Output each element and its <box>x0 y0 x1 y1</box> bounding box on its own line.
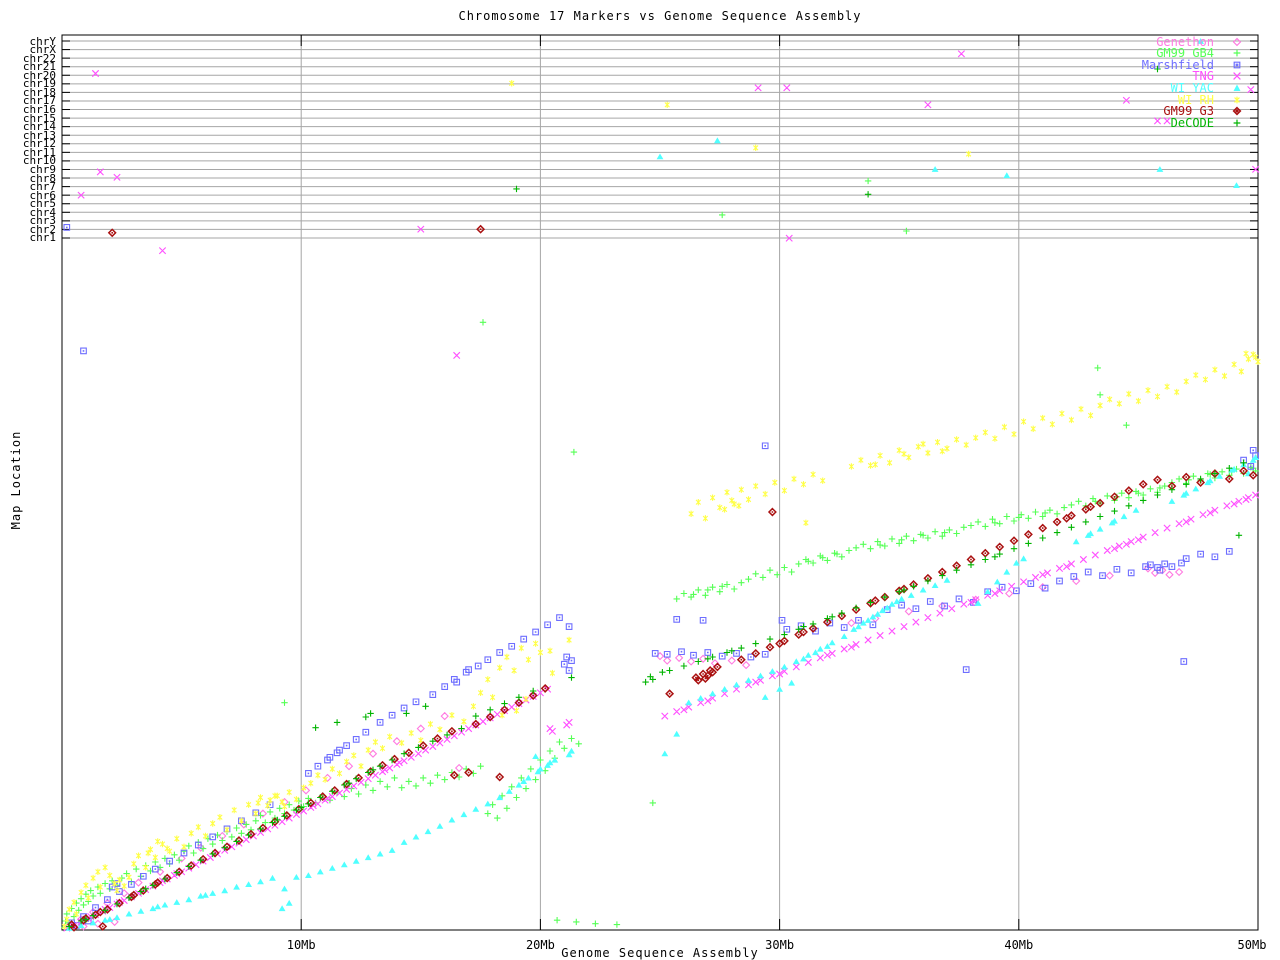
series-markers <box>65 564 1184 931</box>
series-markers <box>67 224 1258 932</box>
legend-label: Genethon <box>1156 34 1214 49</box>
series-markers <box>65 38 1259 931</box>
legend-marker-icon <box>1230 59 1244 71</box>
y-axis-label: Map Location <box>9 430 23 530</box>
x-axis-label: Genome Sequence Assembly <box>561 946 759 960</box>
chr-label-chr3: chr3 <box>29 214 57 228</box>
legend-row-tng: TNG <box>900 70 1280 82</box>
legend-marker-icon <box>1230 47 1244 59</box>
chr-label-chr9: chr9 <box>29 162 57 176</box>
legend-row-gm99-g3: GM99 G3 <box>900 105 1280 117</box>
legend-row-marshfield: Marshfield <box>900 59 1280 71</box>
chr-label-chr12: chr12 <box>22 137 56 151</box>
chr-label-chr16: chr16 <box>22 103 56 117</box>
series-tng <box>63 50 1260 932</box>
chr-label-chr20: chr20 <box>22 68 56 82</box>
x-tick-label-10Mb: 10Mb <box>286 938 316 952</box>
x-tick-label-30Mb: 30Mb <box>765 938 795 952</box>
legend-label: Marshfield <box>1141 57 1214 72</box>
legend-label: DeCODE <box>1170 115 1214 130</box>
legend-label: GM99 GB4 <box>1156 46 1214 61</box>
chr-label-chr22: chr22 <box>22 51 56 65</box>
chr-label-chr4: chr4 <box>29 205 57 219</box>
legend-marker-icon <box>1230 36 1244 48</box>
legend-row-wi-rh: WI RH <box>900 94 1280 106</box>
chart-title: Chromosome 17 Markers vs Genome Sequence… <box>458 9 862 23</box>
chr-label-chr1: chr1 <box>29 231 57 245</box>
series-genethon <box>65 564 1184 931</box>
chr-label-chr14: chr14 <box>22 120 56 134</box>
chr-label-chr2: chr2 <box>29 222 57 236</box>
series-markers <box>61 80 1261 930</box>
plot-border <box>61 34 1259 931</box>
x-tick-label-20Mb: 20Mb <box>525 938 555 952</box>
series-wi-rh <box>61 80 1261 930</box>
chr-label-chr17: chr17 <box>22 94 56 108</box>
x-tick-label-50Mb: 50Mb <box>1237 938 1267 952</box>
legend-row-wi-yac: WI YAC <box>900 82 1280 94</box>
chr-label-chr7: chr7 <box>29 180 57 194</box>
legend-marker-icon <box>1230 70 1244 82</box>
legend-label: GM99 G3 <box>1163 104 1214 119</box>
legend-marker-icon <box>1230 117 1244 129</box>
chr-label-chr8: chr8 <box>29 171 57 185</box>
legend-label: WI YAC <box>1170 80 1214 95</box>
series-markers <box>66 65 1247 930</box>
legend-row-gm99-gb4: GM99 GB4 <box>900 47 1280 59</box>
series-wi-yac <box>65 38 1259 931</box>
chr-label-chrY: chrY <box>29 34 57 48</box>
chr-label-chr19: chr19 <box>22 77 56 91</box>
legend-marker-icon <box>1230 94 1244 106</box>
series-gm99-g3 <box>67 224 1258 932</box>
chr-label-chr15: chr15 <box>22 111 56 125</box>
series-decode <box>66 65 1247 930</box>
chr-label-chr6: chr6 <box>29 188 57 202</box>
legend-row-genethon: Genethon <box>900 36 1280 48</box>
chr-label-chr10: chr10 <box>22 154 56 168</box>
chr-label-chrX: chrX <box>29 43 57 57</box>
legend-row-decode: DeCODE <box>900 117 1280 129</box>
chr-label-chr11: chr11 <box>22 145 56 159</box>
legend-label: TNG <box>1192 69 1214 84</box>
series-markers <box>63 50 1260 932</box>
chr-label-chr5: chr5 <box>29 197 57 211</box>
legend-marker-icon <box>1230 82 1244 94</box>
chr-label-chr21: chr21 <box>22 60 56 74</box>
chr-label-chr13: chr13 <box>22 128 56 142</box>
chr-label-chr18: chr18 <box>22 85 56 99</box>
legend-label: WI RH <box>1177 92 1214 107</box>
legend-marker-icon <box>1230 105 1244 117</box>
x-tick-label-40Mb: 40Mb <box>1004 938 1034 952</box>
